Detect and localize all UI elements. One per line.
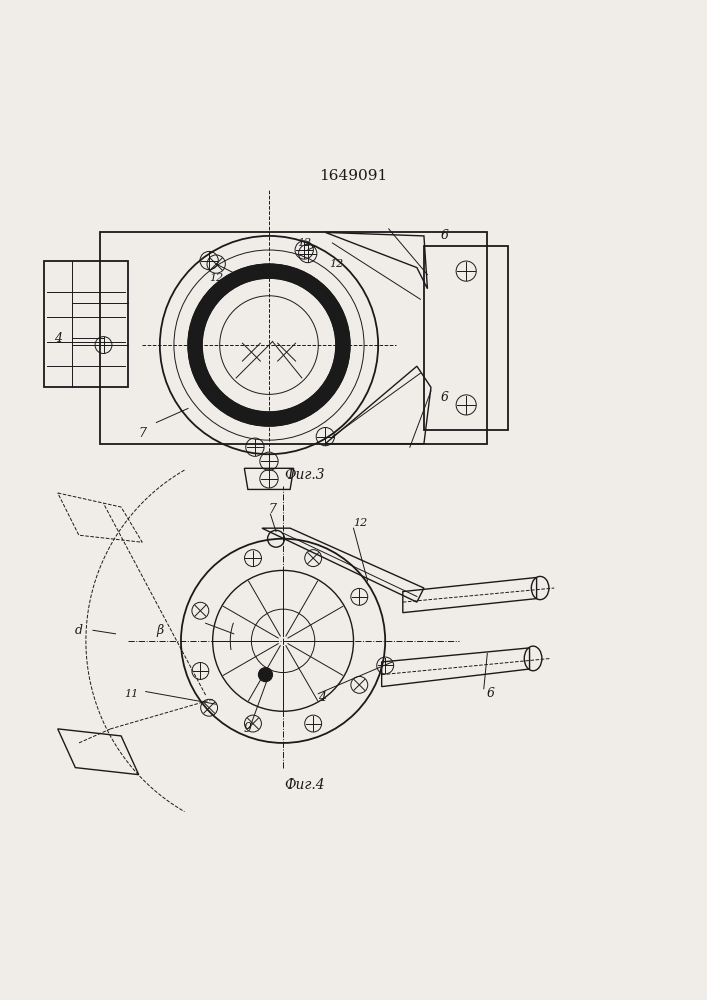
Bar [100,232,487,444]
Bar [424,246,508,430]
Circle shape [259,668,272,682]
Text: d: d [75,624,83,637]
Text: 4: 4 [318,691,326,704]
Text: 12: 12 [297,238,311,248]
Text: 6: 6 [441,229,449,242]
Text: 1649091: 1649091 [320,169,387,183]
Text: 12: 12 [209,273,223,283]
Text: 7: 7 [269,503,276,516]
Text: 4: 4 [54,332,62,345]
Circle shape [202,278,336,412]
Text: 6: 6 [441,391,449,404]
Text: 12: 12 [354,518,368,528]
Text: Фиг.4: Фиг.4 [284,778,325,792]
Bar [44,261,128,387]
Text: 7: 7 [139,427,146,440]
Text: β: β [156,624,163,637]
Text: 6: 6 [487,687,495,700]
Text: Фиг.3: Фиг.3 [284,468,325,482]
Text: 9: 9 [244,722,252,735]
Circle shape [188,264,350,426]
Text: 12: 12 [329,259,343,269]
Text: 11: 11 [124,689,139,699]
